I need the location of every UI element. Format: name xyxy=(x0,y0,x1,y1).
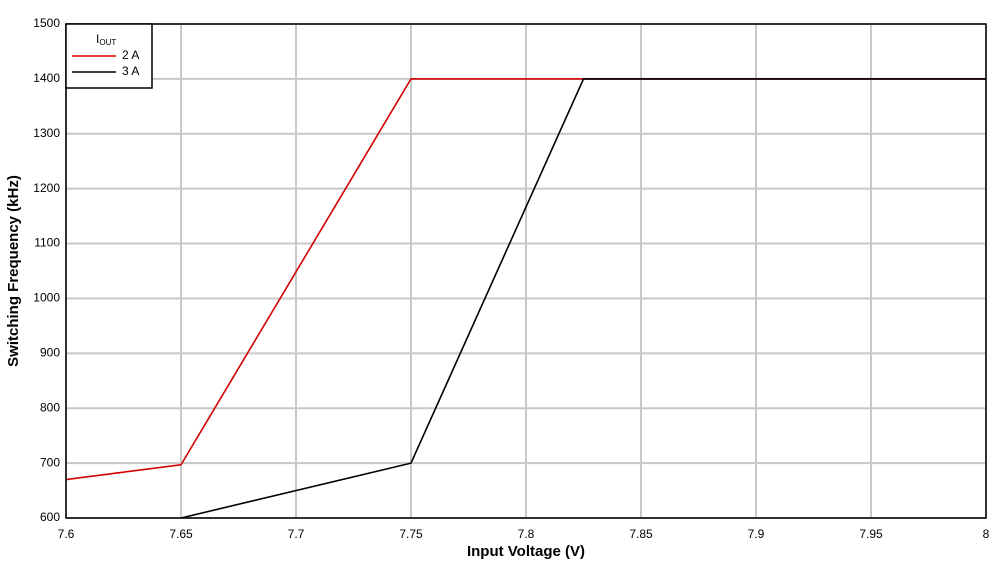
x-tick-label: 7.95 xyxy=(859,527,883,541)
y-tick-label: 800 xyxy=(40,400,60,414)
series-line xyxy=(180,78,986,518)
x-axis-title: Input Voltage (V) xyxy=(467,543,585,560)
x-tick-label: 7.65 xyxy=(169,527,193,541)
x-tick-label: 7.8 xyxy=(518,527,535,541)
y-tick-label: 1400 xyxy=(33,71,60,85)
legend-title: IOUT xyxy=(96,32,116,47)
y-tick-label: 1300 xyxy=(33,126,60,140)
x-tick-label: 7.6 xyxy=(58,527,75,541)
x-tick-label: 7.75 xyxy=(399,527,423,541)
legend-label: 3 A xyxy=(122,64,139,78)
y-tick-label: 700 xyxy=(40,455,60,469)
legend-label: 2 A xyxy=(122,48,139,62)
x-tick-label: 7.7 xyxy=(288,527,305,541)
x-tick-label: 7.9 xyxy=(748,527,765,541)
y-tick-label: 600 xyxy=(40,510,60,524)
x-tick-label: 7.85 xyxy=(629,527,653,541)
legend-title-sub: OUT xyxy=(99,38,116,47)
legend-title-main: I xyxy=(96,32,99,46)
y-tick-label: 900 xyxy=(40,346,60,360)
plot-border xyxy=(65,23,987,519)
y-tick-label: 1500 xyxy=(33,16,60,30)
y-tick-label: 1100 xyxy=(34,236,60,250)
y-tick-label: 1000 xyxy=(33,291,60,305)
x-tick-label: 8 xyxy=(983,527,990,541)
y-tick-label: 1200 xyxy=(33,181,60,195)
y-axis-title: Switching Frequency (kHz) xyxy=(5,175,22,367)
